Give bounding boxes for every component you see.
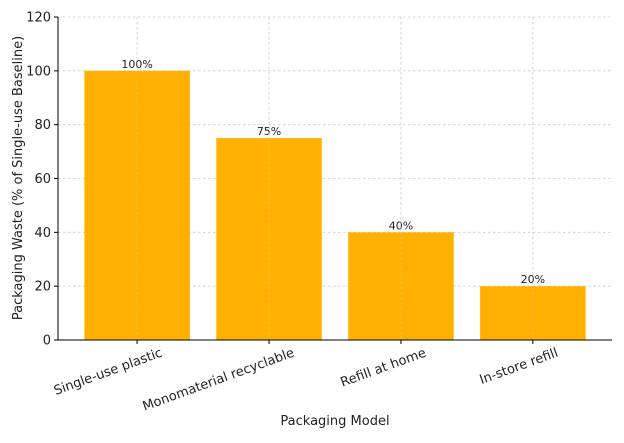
y-axis-title: Packaging Waste (% of Single-use Baselin… xyxy=(11,36,26,320)
y-tick-label: 100 xyxy=(26,64,51,79)
x-tick-label: Refill at home xyxy=(339,346,429,391)
data-label: 20% xyxy=(521,273,545,286)
y-tick-label: 40 xyxy=(34,226,51,241)
y-tick-label: 60 xyxy=(34,172,51,187)
x-tick-label: In-store refill xyxy=(478,346,560,388)
axes xyxy=(54,16,612,344)
data-label: 40% xyxy=(389,219,413,232)
bar xyxy=(84,70,190,340)
x-tick-label: Single-use plastic xyxy=(52,346,165,399)
y-tick-label: 120 xyxy=(26,11,51,26)
data-label: 75% xyxy=(257,125,281,138)
y-tick-label: 20 xyxy=(34,280,51,295)
y-tick-label: 80 xyxy=(34,118,51,133)
x-axis-title: Packaging Model xyxy=(280,414,389,429)
x-tick-label: Monomaterial recyclable xyxy=(141,346,297,415)
bars xyxy=(84,70,586,340)
y-tick-label: 0 xyxy=(43,334,51,349)
